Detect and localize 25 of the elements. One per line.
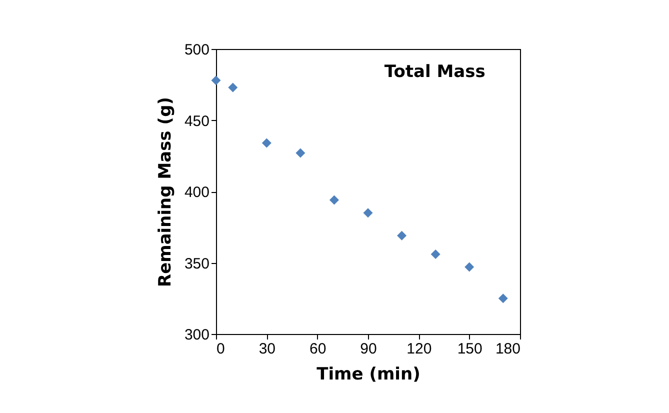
x-tick-label: 30 [258,340,276,358]
point [430,249,440,259]
point [228,82,238,92]
y-tick-label: 350 [184,255,210,272]
x-tick-label: 90 [360,340,377,358]
y-tick-label: 400 [184,184,210,201]
x-tick-label: 180 [495,340,520,358]
point [211,76,221,86]
x-tick-label: 60 [309,340,326,358]
point [464,262,474,272]
y-tick-label: 450 [184,112,210,130]
text: Total Mass [384,62,486,82]
point [329,195,339,205]
y-tick-label: 300 [184,326,210,344]
point [296,148,306,158]
x-axis-title: Time (min) [316,364,420,384]
x-tick-label: 150 [457,340,482,358]
y-axis-title: Remaining Mass (g) [155,96,176,288]
x-tick-label: 0 [216,340,225,358]
point [262,138,272,148]
point [363,208,373,218]
x-tick-label: 120 [406,340,432,358]
y-tick-label: 500 [184,42,210,58]
point [498,294,508,304]
point [397,230,407,240]
